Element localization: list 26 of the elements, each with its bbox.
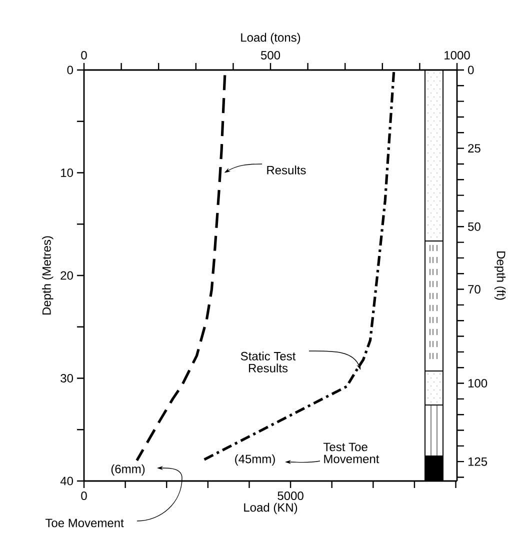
x2-tick-label: 0 <box>81 50 87 60</box>
x2-tick-label: 1000 <box>444 50 470 60</box>
annotation: Test Toe Movement <box>323 442 380 464</box>
y-axis-title: Depth (Metres) <box>42 236 54 315</box>
y-tick-label: 10 <box>61 168 73 177</box>
y-tick-label: 20 <box>60 271 73 280</box>
y-tick-label: 0 <box>67 66 74 74</box>
y-tick-label: 40 <box>60 476 73 486</box>
x2-axis-title: Load (tons) <box>241 32 300 44</box>
line-series <box>136 74 226 462</box>
y2-tick-label: 125 <box>468 457 488 466</box>
x-axis-title: Load (KN) <box>244 502 298 514</box>
annotation: (6mm) <box>111 464 145 476</box>
y2-tick-label: 0 <box>468 66 474 74</box>
x-tick-label: 5000 <box>278 492 304 500</box>
y2-tick-label: 50 <box>468 222 480 231</box>
y2-tick-label: 70 <box>468 285 480 294</box>
text: Toe Movement <box>45 518 124 528</box>
x2-tick-label: 500 <box>260 50 280 60</box>
annotation: (45mm) <box>235 454 275 466</box>
y2-axis-title: Depth (ft) <box>494 251 506 300</box>
annotation: Results <box>267 166 306 174</box>
y2-tick-label: 100 <box>468 379 488 388</box>
annotation: Static Test Results <box>240 352 296 372</box>
y-tick-label: 30 <box>60 374 73 382</box>
y2-tick-label: 25 <box>468 144 480 153</box>
